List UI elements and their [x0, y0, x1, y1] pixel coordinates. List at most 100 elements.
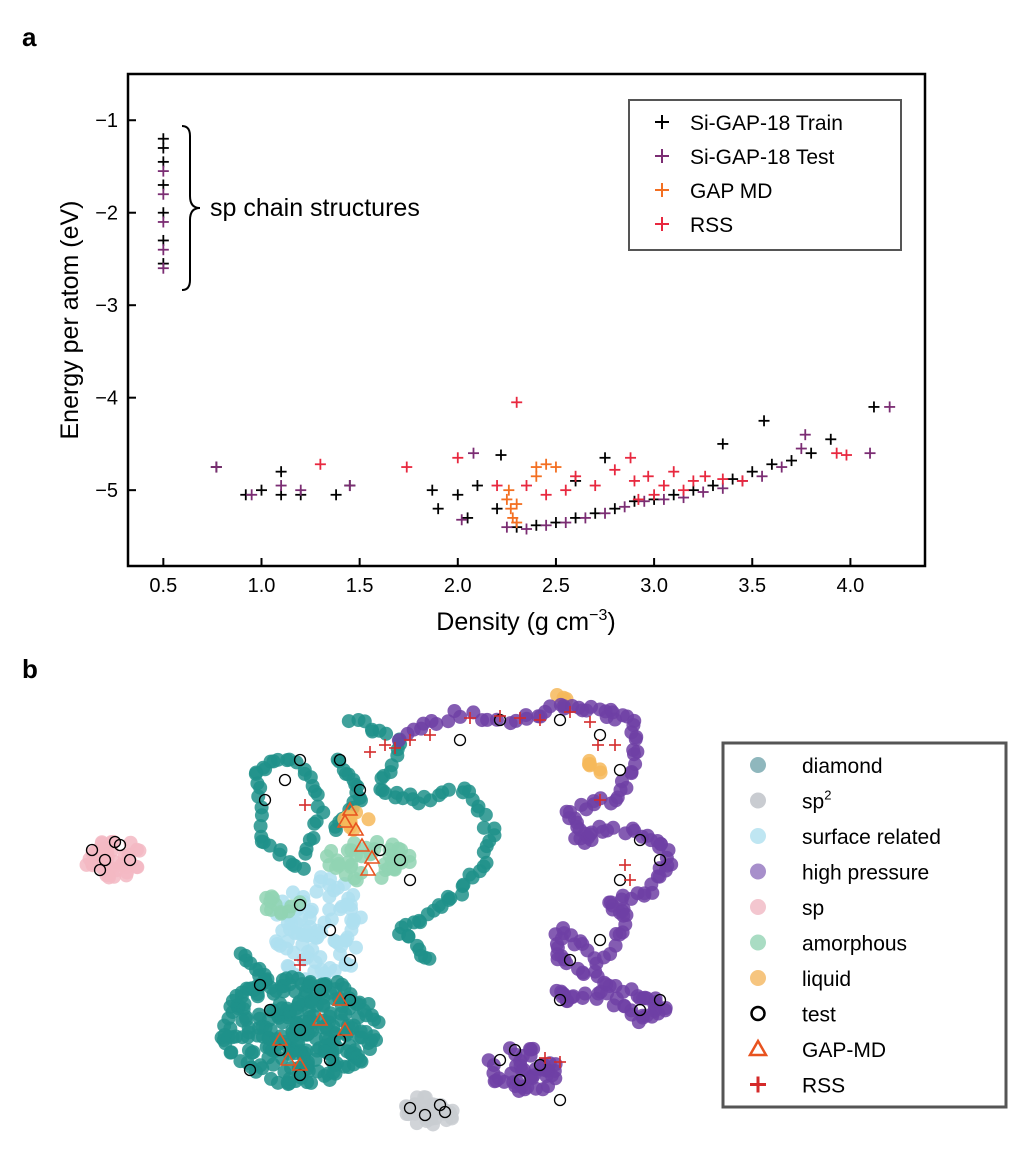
embedding-point — [310, 799, 325, 814]
data-point-gap-md — [501, 493, 513, 505]
embedding-point — [548, 1071, 563, 1086]
sp-chain-brace — [181, 125, 201, 291]
embedding-point — [486, 1058, 501, 1073]
rss-point — [554, 1056, 566, 1068]
embedding-point — [615, 888, 630, 903]
data-point-si-gap-18-test — [210, 461, 222, 473]
rss-point — [379, 739, 391, 751]
gap-md-point — [359, 861, 377, 876]
embedding-point — [574, 797, 589, 812]
data-point-si-gap-18-train — [157, 234, 169, 246]
legend-b-marker — [750, 899, 766, 915]
y-tick-label: −2 — [95, 203, 118, 225]
rss-point — [592, 739, 604, 751]
test-point — [323, 1053, 337, 1067]
test-point — [293, 1023, 307, 1037]
embedding-point — [549, 937, 564, 952]
embedding-point — [441, 714, 456, 729]
data-point-gap-md — [540, 458, 552, 470]
test-point — [258, 793, 272, 807]
data-point-si-gap-18-train — [570, 512, 582, 524]
test-point — [343, 953, 357, 967]
data-point-si-gap-18-train — [786, 455, 798, 467]
data-point-si-gap-18-test — [344, 480, 356, 492]
test-point — [418, 1108, 432, 1122]
data-point-si-gap-18-test — [157, 188, 169, 200]
embedding-point — [453, 709, 468, 724]
data-point-si-gap-18-train — [668, 489, 680, 501]
legend-b-label: high pressure — [802, 862, 929, 885]
data-point-rss — [658, 480, 670, 492]
embedding-point — [264, 1071, 279, 1086]
embedding-point — [254, 808, 269, 823]
test-point — [403, 873, 417, 887]
rss-point — [389, 742, 401, 754]
embedding-point — [382, 842, 397, 857]
embedding-point — [309, 884, 324, 899]
rss-point — [564, 706, 576, 718]
embedding-point — [301, 1015, 316, 1030]
embedding-point — [299, 950, 314, 965]
panel-a-ylabel: Energy per atom (eV) — [56, 201, 84, 440]
test-point — [253, 978, 267, 992]
gap-md-point — [279, 1051, 297, 1066]
embedding-point — [306, 831, 321, 846]
test-point — [243, 1063, 257, 1077]
embedding-point — [491, 1071, 506, 1086]
test-point — [513, 1073, 527, 1087]
embedding-point — [350, 1048, 365, 1063]
embedding-point — [401, 929, 416, 944]
legend-b-marker — [750, 970, 766, 986]
rss-point — [624, 874, 636, 886]
embedding-point — [221, 1011, 236, 1026]
data-point-si-gap-18-test — [295, 484, 307, 496]
test-point — [633, 1003, 647, 1017]
data-point-si-gap-18-train — [275, 466, 287, 478]
test-point — [553, 993, 567, 1007]
x-tick-label: 1.0 — [248, 575, 276, 597]
legend-a-label: Si-GAP-18 Train — [690, 112, 843, 135]
embedding-point — [314, 984, 329, 999]
embedding-point — [519, 711, 534, 726]
embedding-point — [308, 1031, 323, 1046]
gap-md-point — [291, 1056, 309, 1071]
data-point-si-gap-18-test — [795, 443, 807, 455]
test-point — [508, 1043, 522, 1057]
rss-point — [424, 729, 436, 741]
data-point-si-gap-18-train — [609, 503, 621, 515]
embedding-point — [129, 842, 144, 857]
legend-b-label: surface related — [802, 826, 941, 849]
data-point-si-gap-18-train — [452, 489, 464, 501]
data-point-si-gap-18-test — [717, 482, 729, 494]
legend-a-label: RSS — [690, 214, 733, 237]
embedding-point — [340, 843, 355, 858]
data-point-si-gap-18-test — [658, 493, 670, 505]
data-point-gap-md — [530, 470, 542, 482]
data-point-si-gap-18-train — [599, 452, 611, 464]
embedding-point — [279, 971, 294, 986]
embedding-point — [374, 771, 389, 786]
test-point — [553, 1093, 567, 1107]
embedding-point — [370, 835, 385, 850]
data-point-rss — [589, 480, 601, 492]
rss-point — [534, 714, 546, 726]
data-point-gap-md — [511, 517, 523, 529]
embedding-point — [442, 1105, 457, 1120]
legend-b-label: RSS — [802, 1075, 845, 1098]
test-point — [313, 983, 327, 997]
test-point — [353, 783, 367, 797]
test-point — [563, 953, 577, 967]
embedding-point — [478, 807, 493, 822]
gap-md-point — [347, 821, 365, 836]
data-point-gap-md — [530, 461, 542, 473]
rss-point — [299, 799, 311, 811]
panel-a-axes: 0.5 1.0 1.5 2.0 2.5 3.0 3.5 4.0 −1 −2 −3 −4 −5 — [95, 110, 864, 597]
embedding-point — [326, 883, 341, 898]
legend-a-marker — [655, 115, 669, 129]
data-point-gap-md — [503, 484, 515, 496]
embedding-point — [343, 860, 358, 875]
data-point-si-gap-18-train — [805, 447, 817, 459]
data-point-rss — [625, 452, 637, 464]
test-point — [373, 843, 387, 857]
test-point — [108, 835, 122, 849]
